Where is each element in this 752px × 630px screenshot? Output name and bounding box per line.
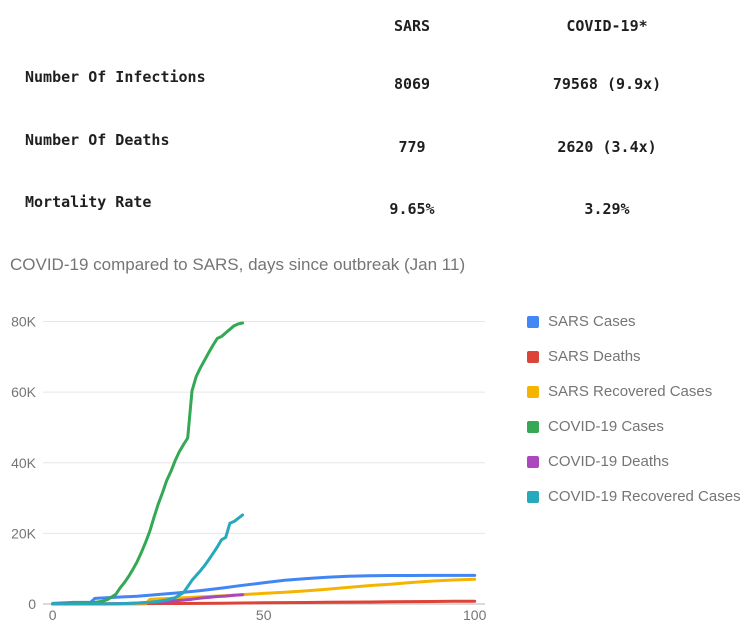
svg-text:100: 100 [463, 607, 487, 623]
table-header-row: SARS COVID-19* [0, 17, 752, 35]
legend-item-covid-deaths: COVID-19 Deaths [527, 453, 741, 470]
legend-item-covid-cases: COVID-19 Cases [527, 418, 741, 435]
row-label-mortality: Mortality Rate [25, 193, 152, 211]
chart-gridlines [43, 321, 485, 605]
table-row: Number Of Infections 8069 79568 (9.9x) [0, 68, 752, 93]
legend-swatch-icon [527, 385, 539, 398]
chart-title: COVID-19 compared to SARS, days since ou… [10, 255, 466, 274]
table-row: Mortality Rate 9.65% 3.29% [0, 193, 752, 218]
x-axis-tick-labels: 0 50 100 [49, 607, 487, 623]
covid-infections-value: 79568 (9.9x) [552, 75, 662, 93]
column-header-sars: SARS [393, 17, 431, 35]
row-label-deaths: Number Of Deaths [25, 131, 170, 149]
legend-swatch-icon [527, 490, 539, 503]
svg-text:60K: 60K [11, 384, 37, 400]
sars-mortality-value: 9.65% [389, 200, 435, 218]
sars-deaths-value: 779 [398, 138, 426, 156]
legend-swatch-icon [527, 315, 539, 328]
legend-item-sars-recovered: SARS Recovered Cases [527, 383, 741, 400]
covid-mortality-value: 3.29% [584, 200, 630, 218]
svg-text:0: 0 [28, 596, 36, 612]
legend-swatch-icon [527, 350, 539, 363]
chart-legend: SARS Cases SARS Deaths SARS Recovered Ca… [527, 313, 741, 525]
column-header-covid: COVID-19* [566, 17, 648, 35]
table-row: Number Of Deaths 779 2620 (3.4x) [0, 131, 752, 156]
svg-text:50: 50 [256, 607, 272, 623]
legend-swatch-icon [527, 455, 539, 468]
svg-text:80K: 80K [11, 314, 37, 330]
legend-item-sars-deaths: SARS Deaths [527, 348, 741, 365]
header-spacer [0, 17, 330, 35]
comparison-table: SARS COVID-19* Number Of Infections 8069… [0, 0, 752, 240]
chart-series-lines [51, 321, 477, 606]
svg-text:0: 0 [49, 607, 57, 623]
svg-text:40K: 40K [11, 455, 37, 471]
line-chart: 0 20K 40K 60K 80K 0 50 100 [11, 314, 487, 624]
sars-infections-value: 8069 [393, 75, 431, 93]
legend-swatch-icon [527, 420, 539, 433]
covid-deaths-value: 2620 (3.4x) [557, 138, 657, 156]
legend-item-covid-recovered: COVID-19 Recovered Cases [527, 488, 741, 505]
row-label-infections: Number Of Infections [25, 68, 206, 86]
svg-text:20K: 20K [11, 525, 37, 541]
y-axis-tick-labels: 0 20K 40K 60K 80K [11, 314, 37, 613]
legend-item-sars-cases: SARS Cases [527, 313, 741, 330]
